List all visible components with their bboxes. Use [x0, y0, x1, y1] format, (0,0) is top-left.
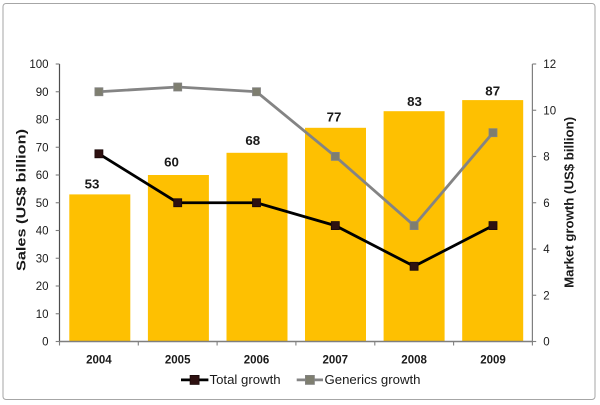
- svg-text:50: 50: [36, 198, 49, 210]
- svg-text:80: 80: [36, 115, 49, 127]
- svg-text:10: 10: [543, 106, 556, 118]
- svg-text:Total growth: Total growth: [210, 372, 281, 387]
- svg-text:40: 40: [36, 226, 49, 238]
- svg-text:2007: 2007: [323, 354, 349, 366]
- svg-text:0: 0: [42, 337, 48, 349]
- svg-text:83: 83: [407, 94, 422, 109]
- svg-text:2009: 2009: [480, 354, 506, 366]
- svg-text:0: 0: [543, 337, 549, 349]
- svg-text:2008: 2008: [401, 354, 427, 366]
- svg-text:87: 87: [485, 83, 500, 98]
- svg-text:90: 90: [36, 87, 49, 99]
- svg-text:2: 2: [543, 290, 549, 302]
- svg-text:20: 20: [36, 281, 49, 293]
- svg-text:68: 68: [245, 133, 260, 148]
- svg-text:60: 60: [36, 170, 49, 182]
- svg-text:30: 30: [36, 253, 49, 265]
- svg-text:Sales (US$ billion): Sales (US$ billion): [14, 129, 29, 271]
- svg-text:2005: 2005: [165, 354, 191, 366]
- svg-text:12: 12: [543, 59, 556, 71]
- svg-text:53: 53: [85, 177, 100, 192]
- svg-text:77: 77: [327, 110, 342, 125]
- svg-text:10: 10: [36, 309, 49, 321]
- svg-text:70: 70: [36, 142, 49, 154]
- svg-text:100: 100: [29, 59, 48, 71]
- svg-text:4: 4: [543, 244, 550, 256]
- svg-text:Market growth (US$ billion): Market growth (US$ billion): [562, 117, 577, 288]
- svg-text:2004: 2004: [86, 354, 112, 366]
- svg-text:Generics growth: Generics growth: [325, 372, 421, 387]
- svg-text:6: 6: [543, 198, 549, 210]
- svg-text:8: 8: [543, 152, 549, 164]
- svg-text:2006: 2006: [244, 354, 270, 366]
- svg-text:60: 60: [164, 155, 179, 170]
